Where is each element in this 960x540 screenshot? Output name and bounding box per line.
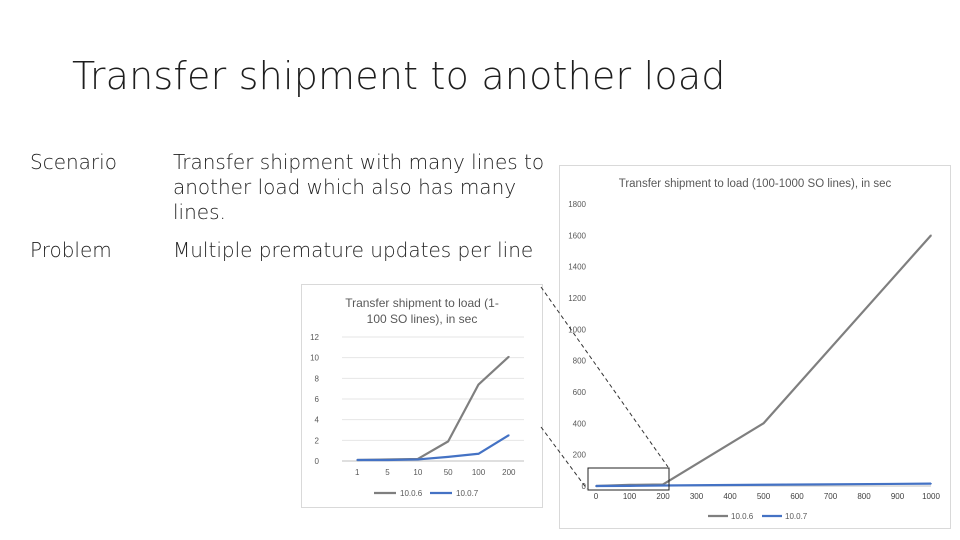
data-point-0-4	[477, 383, 480, 386]
data-point-1-3	[447, 456, 449, 458]
y-tick-label-4: 8	[315, 374, 320, 383]
chart-large-plot: 0 200 400 600 800 1000 1200 1400 1600 1800 0 100 200…	[568, 200, 940, 521]
x-tick-label-1: 100	[623, 492, 637, 501]
scenario-text: Transfer shipment with many lines to ano…	[173, 150, 545, 224]
legend-label-0: 10.0.6	[400, 489, 423, 498]
data-point-1-2	[662, 484, 664, 487]
chart-small-title-line-1: Transfer shipment to load (1-	[345, 296, 499, 310]
x-tick-label-0: 1	[355, 468, 360, 477]
x-tick-label-1: 5	[385, 468, 390, 477]
x-tick-label-6: 600	[790, 492, 804, 501]
chart-large-title: Transfer shipment to load (100-1000 SO l…	[618, 178, 892, 190]
chart-small-title: Transfer shipment to load (1- 100 SO lin…	[302, 295, 542, 327]
y-tick-label-7: 1400	[568, 263, 586, 272]
zoom-region-box	[587, 467, 670, 491]
legend-label-1: 10.0.7	[456, 489, 479, 498]
x-tick-label-5: 500	[757, 492, 771, 501]
data-point-1-4	[477, 452, 480, 455]
data-point-1-3	[762, 483, 765, 486]
x-tick-label-9: 900	[891, 492, 905, 501]
x-tick-label-10: 1000	[922, 492, 940, 501]
x-tick-label-3: 300	[690, 492, 704, 501]
data-point-1-5	[508, 434, 510, 436]
x-tick-label-2: 10	[413, 468, 422, 477]
legend-label-1: 10.0.7	[785, 512, 808, 521]
chart-small: Transfer shipment to load (1- 100 SO lin…	[301, 284, 543, 508]
y-tick-label-1: 2	[315, 436, 320, 445]
y-tick-label-2: 4	[315, 416, 320, 425]
y-tick-label-1: 200	[573, 451, 587, 460]
y-tick-label-6: 12	[310, 333, 319, 342]
chart-small-title-line-2: 100 SO lines), in sec	[366, 312, 478, 326]
x-tick-label-3: 50	[444, 468, 453, 477]
series-line-10-0-6	[357, 355, 510, 462]
slide-title: Transfer shipment to another load	[72, 54, 726, 98]
x-tick-label-0: 0	[594, 492, 599, 501]
data-point-1-0	[595, 485, 597, 487]
data-point-1-1	[628, 485, 631, 487]
data-point-1-1	[386, 459, 389, 461]
series-line-10-0-7	[357, 434, 510, 462]
y-tick-label-3: 6	[315, 395, 320, 404]
x-tick-label-5: 200	[502, 468, 516, 477]
y-tick-label-3: 600	[573, 388, 587, 397]
data-point-0-4	[930, 234, 932, 237]
x-tick-label-2: 200	[656, 492, 670, 501]
chart-large: Transfer shipment to load (100-1000 SO l…	[559, 165, 951, 529]
data-point-1-4	[930, 482, 932, 485]
chart-small-plot: 0 2 4 6 8 10 12 1 5 10 50 100 200 10.0.6 10.0.7	[310, 333, 524, 498]
y-tick-label-4: 800	[573, 357, 587, 366]
problem-text: Multiple premature updates per line	[173, 238, 534, 262]
x-tick-label-4: 100	[472, 468, 486, 477]
y-tick-label-2: 400	[573, 419, 587, 428]
x-tick-label-4: 400	[723, 492, 737, 501]
data-point-0-3	[762, 422, 765, 425]
x-tick-label-8: 800	[857, 492, 871, 501]
y-tick-label-6: 1200	[568, 294, 586, 303]
y-tick-label-9: 1800	[568, 200, 586, 209]
y-tick-label-0: 0	[582, 482, 587, 491]
y-tick-label-0: 0	[315, 457, 320, 466]
x-tick-label-7: 700	[824, 492, 838, 501]
y-tick-label-8: 1600	[568, 231, 586, 240]
scenario-label: Scenario	[30, 150, 117, 174]
problem-label: Problem	[30, 238, 112, 262]
series-line-10-0-6	[595, 234, 932, 488]
data-point-1-2	[417, 458, 419, 461]
y-tick-label-5: 10	[310, 354, 319, 363]
data-point-1-0	[356, 459, 358, 461]
data-point-0-3	[447, 440, 449, 443]
y-tick-label-5: 1000	[568, 325, 586, 334]
data-point-0-5	[508, 355, 510, 358]
legend-label-0: 10.0.6	[731, 512, 754, 521]
